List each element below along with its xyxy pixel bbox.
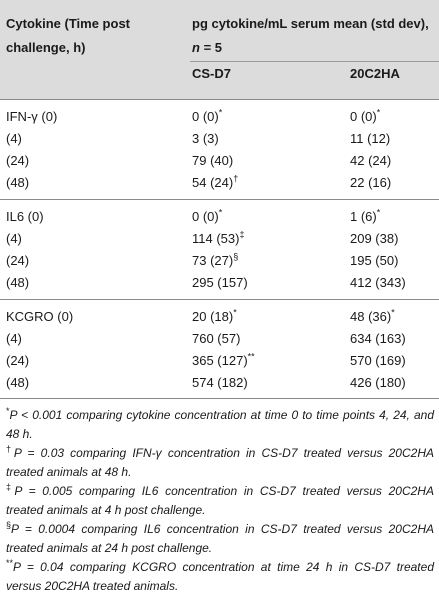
value-20c2ha: 426 (180) (350, 375, 406, 390)
value-csd7: 295 (157) (192, 275, 248, 290)
table-row: (24) 73 (27)§ 195 (50) (0, 250, 439, 272)
footnote-mark: ‡ (6, 482, 15, 492)
value-20c2ha: 1 (6)* (350, 207, 381, 224)
footnote-text: P < 0.001 comparing cytokine concentrati… (6, 408, 434, 441)
value-20c2ha: 195 (50) (350, 253, 399, 268)
row-label: KCGRO (0) (6, 309, 74, 324)
table-row: KCGRO (0) 20 (18)* 48 (36)* (0, 306, 439, 328)
row-label: (48) (6, 375, 30, 390)
value-csd7: 0 (0)* (192, 107, 223, 124)
value-20c2ha: 0 (0)* (350, 107, 381, 124)
footnote: §P = 0.0004 comparing IL6 concentration … (6, 520, 434, 558)
value-csd7: 54 (24)† (192, 173, 239, 190)
table-row: (24) 79 (40) 42 (24) (0, 150, 439, 172)
column-header-csd7: CS-D7 (192, 66, 232, 81)
column-header-measure: pg cytokine/mL serum mean (std dev), n =… (192, 12, 432, 60)
footnote-mark: ** (6, 558, 14, 568)
value-csd7: 365 (127)** (192, 351, 255, 368)
footnote-marker: * (233, 307, 237, 318)
footnote-text: P = 0.04 comparing KCGRO concentration a… (6, 560, 434, 593)
footnote: **P = 0.04 comparing KCGRO concentration… (6, 558, 434, 596)
row-label: IFN-γ (0) (6, 109, 58, 124)
measure-prefix: pg cytokine/mL serum mean (std dev), (192, 16, 429, 31)
table-bottom-divider (0, 398, 439, 399)
value-csd7: 73 (27)§ (192, 251, 239, 268)
footnote-mark: § (6, 520, 12, 530)
column-header-20c2ha: 20C2HA (350, 66, 400, 81)
value-csd7: 3 (3) (192, 131, 219, 146)
value-csd7: 114 (53)‡ (192, 229, 245, 246)
table-row: (4) 760 (57) 634 (163) (0, 328, 439, 350)
footnote-marker: * (218, 207, 223, 218)
table-row: IL6 (0) 0 (0)* 1 (6)* (0, 206, 439, 228)
footnote-text: P = 0.005 comparing IL6 concentration in… (6, 484, 434, 517)
value-csd7: 760 (57) (192, 331, 241, 346)
table-row: (24) 365 (127)** 570 (169) (0, 350, 439, 372)
table-row: (48) 295 (157) 412 (343) (0, 272, 439, 294)
value-20c2ha: 209 (38) (350, 231, 399, 246)
header-divider (0, 99, 439, 100)
row-label: (4) (6, 231, 22, 246)
footnote: ‡P = 0.005 comparing IL6 concentration i… (6, 482, 434, 520)
table-row: IFN-γ (0) 0 (0)* 0 (0)* (0, 106, 439, 128)
column-header-cytokine: Cytokine (Time post challenge, h) (6, 16, 131, 55)
footnote: *P < 0.001 comparing cytokine concentrat… (6, 406, 434, 444)
group-divider (0, 199, 439, 200)
footnote-mark: * (6, 406, 10, 416)
row-label: (48) (6, 275, 30, 290)
value-20c2ha: 42 (24) (350, 153, 392, 168)
row-label: (24) (6, 253, 30, 268)
table-footnotes: *P < 0.001 comparing cytokine concentrat… (6, 406, 434, 596)
table-row: (48) 54 (24)† 22 (16) (0, 172, 439, 194)
value-20c2ha: 634 (163) (350, 331, 406, 346)
row-label: (48) (6, 175, 30, 190)
value-20c2ha: 570 (169) (350, 353, 406, 368)
table-row: (48) 574 (182) 426 (180) (0, 372, 439, 394)
value-csd7: 79 (40) (192, 153, 234, 168)
footnote-text: P = 0.03 comparing IFN-γ concentration i… (6, 446, 434, 479)
header-sub-divider (190, 61, 439, 62)
footnote-marker: ‡ (239, 229, 245, 240)
row-label: IL6 (0) (6, 209, 44, 224)
value-csd7: 0 (0)* (192, 207, 223, 224)
footnote-marker: § (233, 251, 239, 262)
value-20c2ha: 22 (16) (350, 175, 392, 190)
measure-suffix: = 5 (199, 40, 222, 55)
footnote: †P = 0.03 comparing IFN-γ concentration … (6, 444, 434, 482)
footnote-marker: † (233, 173, 239, 184)
value-20c2ha: 412 (343) (350, 275, 406, 290)
row-label: (4) (6, 331, 22, 346)
value-csd7: 574 (182) (192, 375, 248, 390)
footnote-marker: * (391, 307, 395, 318)
footnote-text: P = 0.0004 comparing IL6 concentration i… (6, 522, 434, 555)
footnote-marker: * (376, 207, 381, 218)
value-20c2ha: 11 (12) (350, 131, 391, 146)
footnote-marker: ** (247, 351, 255, 362)
table-header: Cytokine (Time post challenge, h) pg cyt… (0, 0, 439, 99)
measure-n: n (192, 40, 200, 55)
footnote-marker: * (218, 107, 223, 118)
row-label: (24) (6, 153, 30, 168)
table-row: (4) 114 (53)‡ 209 (38) (0, 228, 439, 250)
footnote-mark: † (6, 444, 14, 454)
row-label: (24) (6, 353, 30, 368)
row-label: (4) (6, 131, 22, 146)
group-divider (0, 299, 439, 300)
footnote-marker: * (376, 107, 381, 118)
value-20c2ha: 48 (36)* (350, 307, 395, 324)
value-csd7: 20 (18)* (192, 307, 237, 324)
table-row: (4) 3 (3) 11 (12) (0, 128, 439, 150)
